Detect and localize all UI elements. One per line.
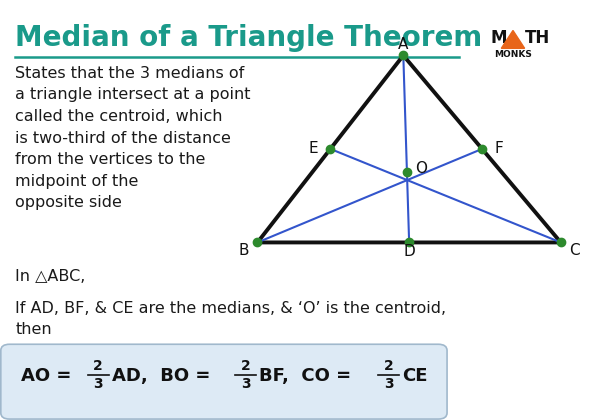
- Text: AO =: AO =: [21, 367, 78, 385]
- Text: 2: 2: [241, 359, 251, 373]
- Text: In △ABC,: In △ABC,: [16, 270, 86, 284]
- Text: 2: 2: [384, 359, 394, 373]
- Text: M: M: [491, 29, 508, 47]
- FancyBboxPatch shape: [1, 344, 447, 419]
- Text: AD,  BO =: AD, BO =: [112, 367, 216, 385]
- Text: O: O: [416, 160, 428, 176]
- Polygon shape: [502, 31, 524, 48]
- Text: 3: 3: [384, 377, 394, 391]
- Text: 2: 2: [94, 359, 103, 373]
- Text: E: E: [309, 142, 319, 156]
- Text: TH: TH: [524, 29, 550, 47]
- Text: States that the 3 medians of
a triangle intersect at a point
called the centroid: States that the 3 medians of a triangle …: [16, 66, 251, 210]
- Text: MONKS: MONKS: [494, 50, 532, 59]
- Text: CE: CE: [402, 367, 428, 385]
- Text: 3: 3: [241, 377, 251, 391]
- Text: F: F: [494, 142, 503, 156]
- Text: If AD, BF, & CE are the medians, & ‘O’ is the centroid,
then: If AD, BF, & CE are the medians, & ‘O’ i…: [16, 302, 446, 337]
- Text: A: A: [398, 37, 409, 52]
- Text: D: D: [403, 244, 415, 259]
- Text: 3: 3: [94, 377, 103, 391]
- Text: BF,  CO =: BF, CO =: [259, 367, 358, 385]
- Text: Median of a Triangle Theorem: Median of a Triangle Theorem: [16, 24, 482, 52]
- Text: C: C: [569, 243, 580, 258]
- Text: B: B: [238, 243, 248, 258]
